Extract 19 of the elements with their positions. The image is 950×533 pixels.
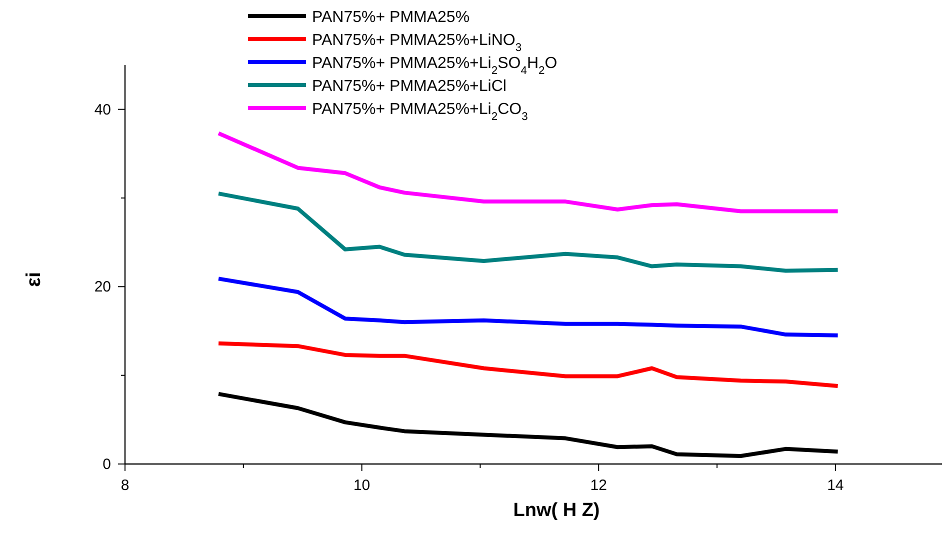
- x-axis-title: Lnw( H Z): [513, 500, 600, 521]
- line-series: [216, 276, 840, 338]
- x-tick-label: 12: [590, 477, 607, 494]
- line-series: [216, 341, 840, 388]
- legend-label: PAN75%+ PMMA25%+LiNO$_{3}$: [312, 32, 522, 54]
- line-series: [216, 192, 840, 273]
- y-tick-label: 0: [102, 456, 111, 473]
- y-tick-label: 40: [94, 101, 111, 118]
- legend-label: PAN75%+ PMMA25%+LiCl: [312, 78, 506, 95]
- line-series: [216, 392, 840, 458]
- x-tick-label: 10: [353, 477, 370, 494]
- legend-label: PAN75%+ PMMA25%+Li$_{2}$SO$_{4}$H$_{2}$O: [312, 55, 558, 77]
- y-tick-label: 20: [94, 278, 111, 296]
- legend-label: PAN75%+ PMMA25%: [312, 9, 470, 26]
- x-tick-label: 14: [827, 477, 844, 494]
- line-series: [216, 131, 840, 214]
- legend-label: PAN75%+ PMMA25%+Li$_{2}$CO$_{3}$: [312, 101, 528, 123]
- y-axis-title: εi: [23, 272, 45, 288]
- x-tick-label: 8: [120, 477, 130, 494]
